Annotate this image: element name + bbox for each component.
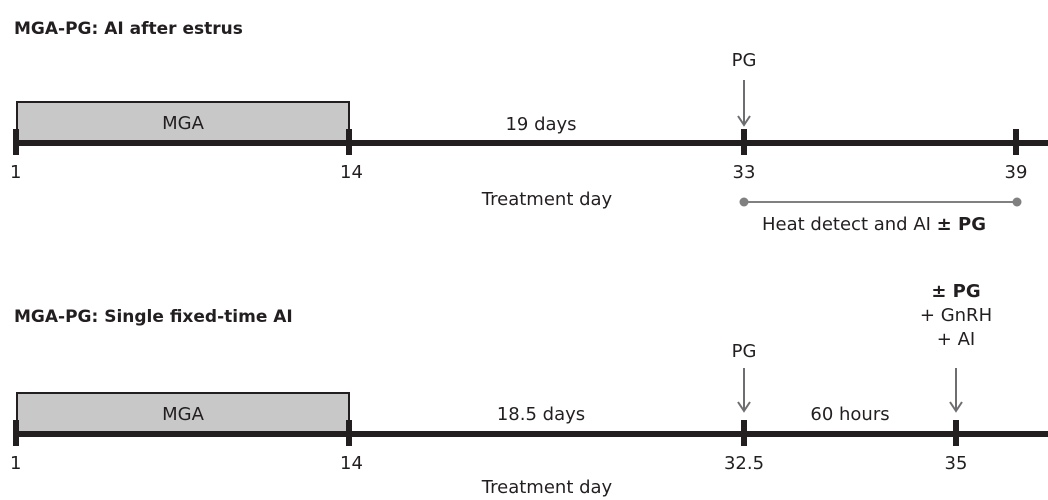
- pg-label: PG: [731, 50, 757, 71]
- day-label: 14: [340, 453, 363, 474]
- timeline-bar: [14, 140, 1048, 146]
- day-label: 14: [340, 162, 363, 183]
- pg-label: PG: [731, 341, 757, 362]
- mga-label: MGA: [162, 404, 204, 425]
- pg-optional-label: ± PG: [936, 214, 986, 235]
- ai-label: + AI: [936, 329, 976, 350]
- interval-label: 18.5 days: [496, 404, 586, 425]
- day-label: 32.5: [723, 453, 765, 474]
- heat-detect-range-line: [739, 197, 1022, 207]
- mga-label: MGA: [162, 113, 204, 134]
- day-label: 39: [1004, 162, 1028, 183]
- tick-day-14: [346, 420, 352, 446]
- pg-optional-label: ± PG: [931, 281, 981, 302]
- pg-arrow-icon: [737, 80, 751, 127]
- protocol-title-fixed-time-ai: MGA-PG: Single fixed-time AI: [14, 307, 293, 327]
- tick-day-1: [13, 129, 19, 155]
- tick-day-32-5: [741, 420, 747, 446]
- interval-label: 19 days: [505, 114, 577, 135]
- day-label: 33: [732, 162, 756, 183]
- mga-period-box: MGA: [16, 101, 350, 141]
- day-label: 35: [944, 453, 968, 474]
- axis-label: Treatment day: [481, 189, 613, 210]
- pg-arrow-icon: [737, 368, 751, 413]
- ai-arrow-icon: [949, 368, 963, 413]
- tick-day-35: [953, 420, 959, 446]
- day-label: 1: [10, 162, 22, 183]
- tick-day-39: [1013, 129, 1019, 155]
- axis-label: Treatment day: [481, 477, 613, 498]
- tick-day-1: [13, 420, 19, 446]
- ai-treatment-labels: ± PG + GnRH + AI: [920, 280, 992, 352]
- gnrh-label: + GnRH: [919, 305, 993, 326]
- heat-detect-label: Heat detect and AI ± PG: [762, 214, 986, 235]
- hours-label: 60 hours: [810, 404, 890, 425]
- protocol-title-ai-after-estrus: MGA-PG: AI after estrus: [14, 19, 243, 39]
- tick-day-14: [346, 129, 352, 155]
- tick-day-33: [741, 129, 747, 155]
- mga-period-box: MGA: [16, 392, 350, 432]
- timeline-bar: [14, 431, 1048, 437]
- day-label: 1: [10, 453, 22, 474]
